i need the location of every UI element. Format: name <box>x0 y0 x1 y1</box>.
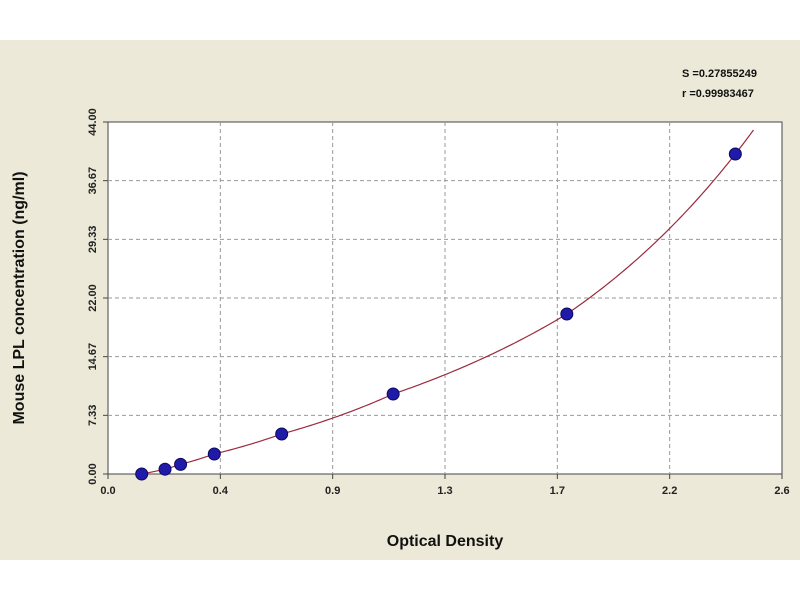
data-point <box>386 387 400 401</box>
data-point <box>135 467 149 481</box>
data-point <box>158 462 172 476</box>
chart-frame: 0.0 0.4 0.9 1.3 1.7 2.2 2.6 0.00 7.33 14.67 22.00… <box>0 40 800 560</box>
y-axis-title: Mouse LPL concentration (ng/ml) <box>11 171 28 424</box>
data-point <box>275 427 289 441</box>
y-tick-label: 36.67 <box>87 167 99 195</box>
x-tick-labels: 0.0 0.4 0.9 1.3 1.7 2.2 2.6 <box>100 485 789 497</box>
x-tick-label: 2.2 <box>662 485 677 497</box>
x-tick-label: 0.4 <box>213 485 229 497</box>
grid-lines <box>103 121 783 479</box>
x-tick-label: 1.7 <box>550 485 565 497</box>
x-tick-label: 0.0 <box>100 485 115 497</box>
y-tick-label: 29.33 <box>87 226 99 254</box>
chart-svg: 0.0 0.4 0.9 1.3 1.7 2.2 2.6 0.00 7.33 14.67 22.00… <box>11 68 790 550</box>
y-tick-label: 22.00 <box>87 284 99 312</box>
data-point <box>560 307 574 321</box>
data-point <box>728 147 742 161</box>
x-tick-label: 1.3 <box>437 485 452 497</box>
data-point <box>174 457 188 471</box>
y-tick-label: 0.00 <box>87 463 99 484</box>
x-axis-title: Optical Density <box>387 533 504 550</box>
y-tick-label: 14.67 <box>87 343 99 371</box>
stat-r: r =0.99983467 <box>682 88 754 100</box>
y-tick-label: 7.33 <box>87 405 99 426</box>
x-tick-label: 2.6 <box>774 485 789 497</box>
stat-s: S =0.27855249 <box>682 68 757 80</box>
y-tick-labels: 0.00 7.33 14.67 22.00 29.33 36.67 44.00 <box>87 108 99 484</box>
x-tick-label: 0.9 <box>325 485 340 497</box>
data-points <box>135 147 742 481</box>
data-point <box>207 447 221 461</box>
y-tick-label: 44.00 <box>87 108 99 136</box>
fit-curve <box>141 129 754 475</box>
